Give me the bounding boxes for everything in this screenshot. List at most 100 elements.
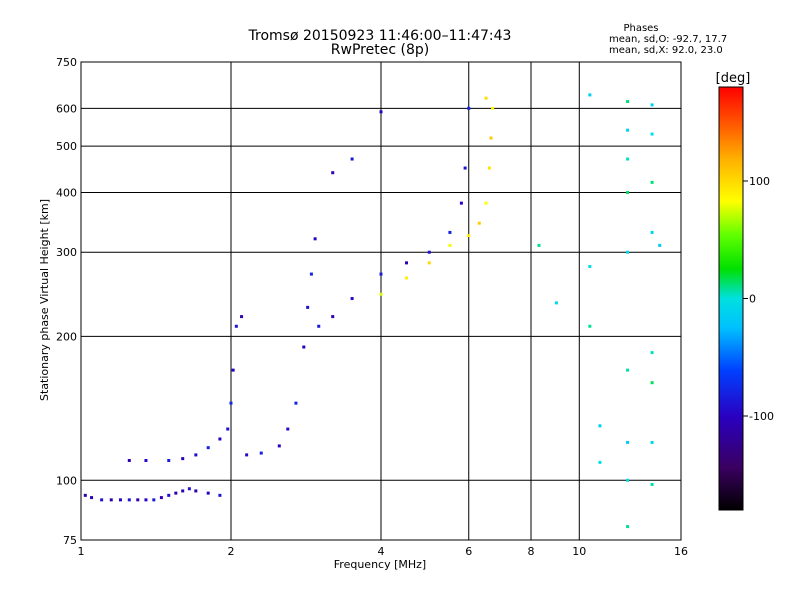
point-e-layer-trace — [90, 496, 94, 500]
point-ordinary-trace-o — [302, 345, 306, 349]
point-extraordinary-trace-x — [467, 234, 471, 238]
chart-subtitle: RwPretec (8p) — [331, 42, 429, 58]
point-ordinary-trace-o — [404, 261, 408, 265]
grid — [81, 62, 681, 540]
colorbar-tick-label: -100 — [749, 410, 774, 423]
point-e-layer-trace — [187, 487, 191, 491]
x-tick-label: 6 — [465, 545, 472, 558]
y-tick-label: 300 — [56, 246, 77, 259]
y-tick-label: 100 — [56, 474, 77, 487]
x-tick-label: 10 — [572, 545, 586, 558]
y-tick-label: 200 — [56, 330, 77, 343]
point-ordinary-trace-o — [231, 368, 235, 372]
point-ordinary-trace-o — [259, 451, 263, 455]
point-scattered-echoes — [537, 243, 541, 247]
point-e-layer-trace — [118, 498, 122, 502]
x-axis-label: Frequency [MHz] — [334, 558, 426, 571]
point-scattered-echoes — [626, 440, 630, 444]
point-scattered-echoes — [588, 324, 592, 328]
point-scattered-echoes — [650, 180, 654, 184]
point-ordinary-trace-o — [313, 237, 317, 241]
point-extraordinary-trace-x — [487, 166, 491, 170]
point-e-layer-trace — [83, 493, 87, 497]
point-ordinary-trace-o — [459, 201, 463, 205]
point-ordinary-trace-o — [317, 324, 321, 328]
point-scattered-echoes — [650, 103, 654, 107]
point-scattered-echoes — [650, 132, 654, 136]
point-e-layer-trace — [159, 496, 163, 500]
point-extraordinary-trace-x — [448, 243, 452, 247]
phases-header: Phases — [623, 23, 658, 34]
point-ordinary-trace-o — [277, 444, 281, 448]
point-scattered-echoes — [626, 100, 630, 104]
point-e-layer-trace — [109, 498, 113, 502]
y-tick-label: 75 — [63, 534, 77, 547]
point-extraordinary-trace-x — [477, 221, 481, 225]
point-extraordinary-trace-x — [491, 106, 495, 110]
point-ordinary-trace-o — [350, 297, 354, 301]
point-scattered-echoes — [626, 128, 630, 132]
point-ordinary-trace-o — [167, 458, 171, 462]
axis-ticks: 1 2 4 6 8 10 16 75 100 200 300 400 500 600 750 — [56, 56, 688, 558]
point-ordinary-trace-o — [144, 458, 148, 462]
point-ordinary-trace-o — [467, 106, 471, 110]
point-ordinary-trace-o — [218, 437, 222, 441]
point-extraordinary-trace-x — [379, 292, 383, 296]
point-extraordinary-trace-x — [484, 96, 488, 100]
point-scattered-echoes — [650, 230, 654, 234]
point-ordinary-trace-o — [226, 427, 230, 431]
phase-stats-x: mean, sd,X: 92.0, 23.0 — [609, 45, 723, 56]
point-ordinary-trace-o — [194, 453, 198, 457]
point-scattered-echoes — [554, 301, 558, 305]
point-ordinary-trace-o — [294, 401, 298, 405]
point-ordinary-trace-o — [331, 171, 335, 175]
point-extraordinary-trace-x — [489, 136, 493, 140]
point-ordinary-trace-o — [331, 315, 335, 319]
point-ordinary-trace-o — [181, 457, 185, 461]
x-tick-label: 2 — [228, 545, 235, 558]
x-tick-label: 8 — [528, 545, 535, 558]
point-ordinary-trace-o — [448, 230, 452, 234]
point-ordinary-trace-o — [206, 446, 210, 450]
x-tick-label: 1 — [78, 545, 85, 558]
point-ordinary-trace-o — [286, 427, 290, 431]
point-ordinary-trace-o — [427, 250, 431, 254]
point-e-layer-trace — [194, 489, 198, 493]
point-ordinary-trace-o — [379, 272, 383, 276]
colorbar — [718, 86, 744, 511]
y-axis-label: Stationary phase Virtual Height [km] — [38, 199, 51, 401]
point-ordinary-trace-o — [309, 272, 313, 276]
point-ordinary-trace-o — [306, 305, 310, 309]
point-scattered-echoes — [626, 478, 630, 482]
point-e-layer-trace — [181, 489, 185, 493]
point-extraordinary-trace-x — [404, 276, 408, 280]
point-scattered-echoes — [626, 157, 630, 161]
point-scattered-echoes — [626, 190, 630, 194]
point-ordinary-trace-o — [127, 458, 131, 462]
point-ordinary-trace-o — [463, 166, 467, 170]
point-ordinary-trace-o — [350, 157, 354, 161]
point-scattered-echoes — [588, 265, 592, 269]
point-scattered-echoes — [650, 440, 654, 444]
colorbar-tick-label: 0 — [749, 293, 756, 306]
phase-stats-o: mean, sd,O: -92.7, 17.7 — [609, 34, 727, 45]
point-scattered-echoes — [650, 351, 654, 355]
point-ordinary-trace-o — [229, 401, 233, 405]
point-e-layer-trace — [144, 498, 148, 502]
point-e-layer-trace — [127, 498, 131, 502]
point-extraordinary-trace-x — [427, 261, 431, 265]
point-e-layer-trace — [206, 491, 210, 495]
point-scattered-echoes — [650, 381, 654, 385]
point-scattered-echoes — [598, 460, 602, 464]
point-scattered-echoes — [588, 93, 592, 97]
y-tick-label: 400 — [56, 186, 77, 199]
x-tick-label: 4 — [378, 545, 385, 558]
y-tick-label: 500 — [56, 140, 77, 153]
point-ordinary-trace-o — [240, 315, 244, 319]
point-extraordinary-trace-x — [484, 201, 488, 205]
point-e-layer-trace — [152, 498, 156, 502]
colorbar-ticks: 100 0 -100 — [743, 175, 774, 423]
data-points — [83, 93, 662, 529]
y-tick-label: 600 — [56, 102, 77, 115]
